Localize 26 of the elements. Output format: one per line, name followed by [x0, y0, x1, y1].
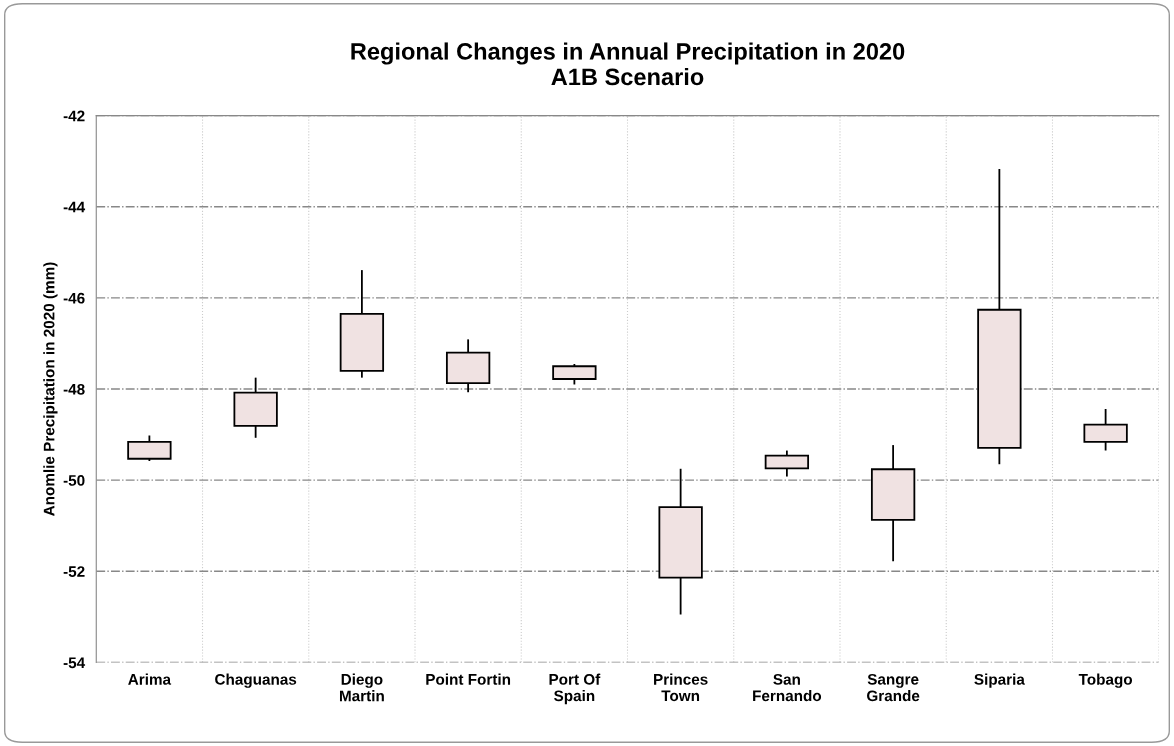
y-tick-label: -52 [63, 566, 85, 577]
y-tick-label: -46 [63, 292, 85, 304]
x-tick-label: Diego Martin [339, 673, 384, 702]
x-tick-label: San Fernando [753, 673, 822, 702]
y-tick-label: -54 [63, 657, 86, 669]
candlestick [445, 338, 491, 394]
candlestick [1083, 408, 1128, 452]
x-tick-label: Siparia [974, 673, 1025, 688]
chart-title: Regional Changes in Annual Precipitation in 2020 A1B Scenario [351, 42, 905, 86]
x-tick-label: Port Of Spain [549, 673, 601, 705]
y-tick-label: -48 [63, 383, 85, 395]
x-tick-label: Point Fortin [426, 673, 511, 685]
y-axis-title: Anomlie Precipitation in 2020 (mm) [43, 262, 58, 516]
candlestick [233, 376, 278, 439]
y-tick-label: -50 [63, 475, 85, 486]
candlestick [658, 467, 703, 616]
x-tick-label: Tobago [1078, 673, 1133, 688]
y-tick-label: -44 [63, 201, 86, 213]
x-tick-label: Princes Town [654, 673, 708, 702]
x-tick-label: Arima [128, 673, 172, 685]
y-tick-label: -42 [63, 110, 85, 122]
candlestick [870, 444, 916, 563]
candlestick [339, 269, 385, 379]
x-tick-label: Chaguanas [215, 673, 297, 688]
candlestick [977, 168, 1022, 466]
x-tick-label: Sangre Grande [867, 673, 920, 702]
